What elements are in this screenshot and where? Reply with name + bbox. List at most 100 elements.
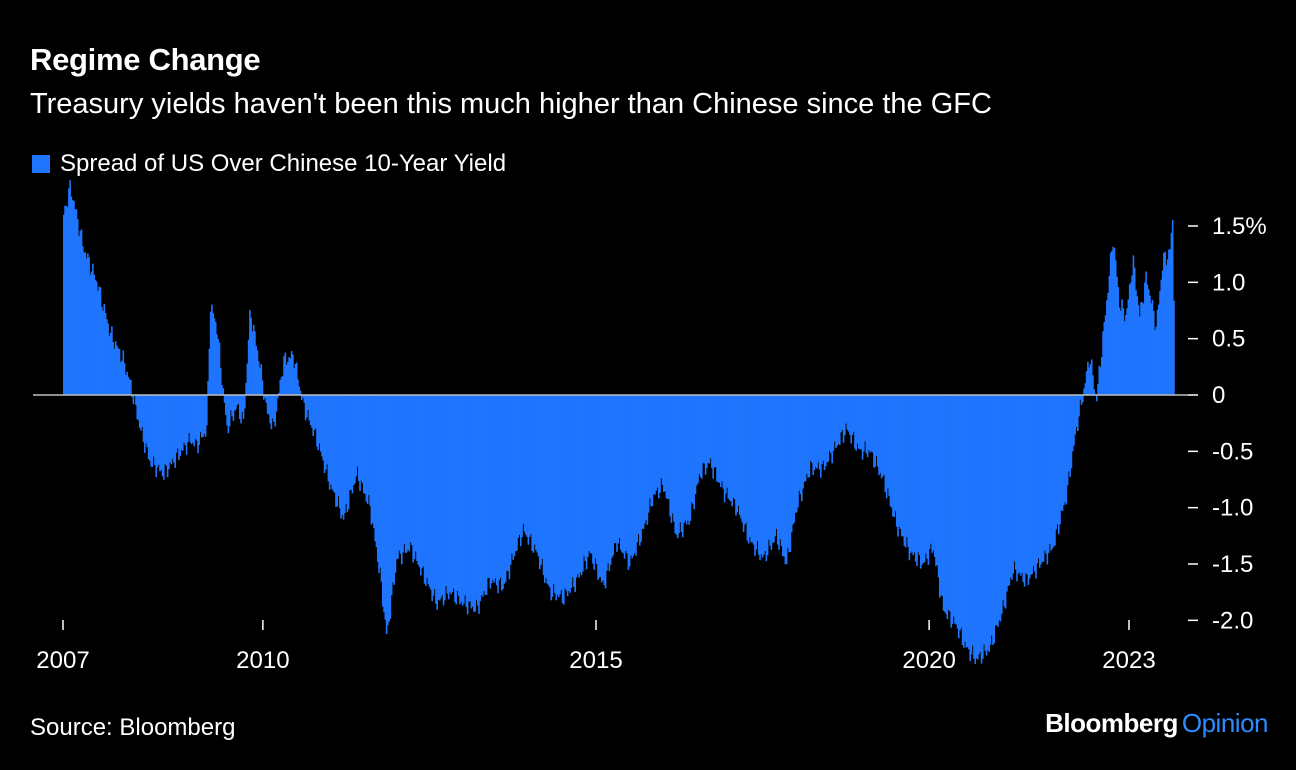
bar bbox=[185, 395, 188, 455]
bar bbox=[321, 395, 323, 457]
bar bbox=[432, 395, 435, 596]
bar bbox=[426, 395, 428, 578]
bar bbox=[1088, 367, 1090, 395]
bar bbox=[625, 395, 627, 551]
bar bbox=[384, 395, 387, 620]
bar bbox=[204, 395, 207, 437]
bar bbox=[603, 395, 606, 586]
bar bbox=[550, 395, 552, 601]
bar bbox=[784, 395, 787, 565]
bar bbox=[912, 395, 914, 556]
bar bbox=[723, 395, 726, 503]
bar bbox=[787, 395, 789, 548]
bar bbox=[263, 395, 265, 400]
y-tick-label: -1.5 bbox=[1212, 551, 1253, 578]
bar bbox=[312, 395, 314, 437]
bar bbox=[103, 304, 106, 395]
bar bbox=[240, 395, 242, 424]
bar bbox=[331, 395, 333, 490]
bar bbox=[885, 395, 888, 499]
y-tick-label: 0.5 bbox=[1212, 326, 1245, 353]
bar bbox=[806, 395, 808, 474]
bar bbox=[936, 395, 939, 565]
bar bbox=[1146, 284, 1149, 395]
bar bbox=[650, 395, 652, 507]
bar bbox=[726, 395, 728, 488]
bar bbox=[718, 395, 721, 483]
bar bbox=[1093, 389, 1096, 395]
bar bbox=[889, 395, 892, 507]
bar bbox=[1044, 395, 1046, 551]
bar bbox=[1154, 329, 1156, 395]
bar bbox=[304, 395, 307, 421]
bar bbox=[154, 395, 156, 466]
bar bbox=[161, 395, 164, 477]
bar bbox=[116, 345, 118, 395]
bar bbox=[247, 339, 250, 395]
bar bbox=[902, 395, 904, 537]
bar bbox=[788, 395, 790, 553]
bar bbox=[1145, 271, 1147, 395]
bar bbox=[547, 395, 550, 586]
bar bbox=[340, 395, 342, 519]
bar bbox=[694, 395, 697, 495]
bar bbox=[457, 395, 460, 596]
bar bbox=[1135, 290, 1137, 395]
bar bbox=[285, 364, 288, 395]
bar bbox=[71, 200, 74, 395]
bar bbox=[1108, 275, 1111, 395]
bar bbox=[1011, 395, 1013, 580]
x-tick-label: 2020 bbox=[902, 647, 955, 674]
bar bbox=[328, 395, 331, 490]
bar bbox=[698, 395, 701, 475]
bar bbox=[660, 395, 663, 479]
bar bbox=[464, 395, 466, 596]
bar bbox=[104, 312, 107, 395]
bar bbox=[397, 395, 399, 559]
bar bbox=[137, 395, 140, 421]
bar bbox=[1017, 395, 1020, 574]
bar bbox=[293, 368, 295, 395]
bar bbox=[721, 395, 723, 482]
bar bbox=[855, 395, 858, 451]
bar bbox=[740, 395, 742, 519]
bar bbox=[607, 395, 609, 564]
bar bbox=[621, 395, 623, 553]
bar bbox=[978, 395, 980, 655]
bar bbox=[756, 395, 759, 541]
bar bbox=[470, 395, 473, 609]
bar bbox=[152, 395, 155, 457]
bar bbox=[684, 395, 687, 521]
bar bbox=[487, 395, 489, 579]
bar bbox=[311, 395, 313, 428]
bar bbox=[1117, 287, 1120, 395]
bar bbox=[669, 395, 671, 517]
bar bbox=[594, 395, 597, 559]
bar bbox=[793, 395, 796, 523]
y-tick-label: -0.5 bbox=[1212, 438, 1253, 465]
bar bbox=[303, 395, 306, 403]
bar bbox=[837, 395, 840, 444]
y-tick-label: 1.5% bbox=[1212, 213, 1267, 240]
bar bbox=[611, 395, 613, 558]
bar bbox=[879, 395, 882, 474]
bar bbox=[702, 395, 704, 463]
bar bbox=[645, 395, 647, 520]
bar bbox=[1163, 253, 1165, 395]
bar bbox=[903, 395, 906, 546]
bar bbox=[790, 395, 793, 533]
bar bbox=[641, 395, 644, 529]
bar bbox=[774, 395, 777, 537]
bar bbox=[171, 395, 174, 459]
bar bbox=[964, 395, 966, 642]
bar bbox=[699, 395, 702, 478]
bar bbox=[255, 345, 258, 395]
bar bbox=[994, 395, 997, 626]
bar bbox=[454, 395, 456, 602]
bar bbox=[744, 395, 746, 525]
bar bbox=[898, 395, 901, 527]
bar bbox=[563, 395, 565, 605]
bar bbox=[966, 395, 969, 648]
bar bbox=[436, 395, 439, 610]
bar bbox=[946, 395, 949, 620]
